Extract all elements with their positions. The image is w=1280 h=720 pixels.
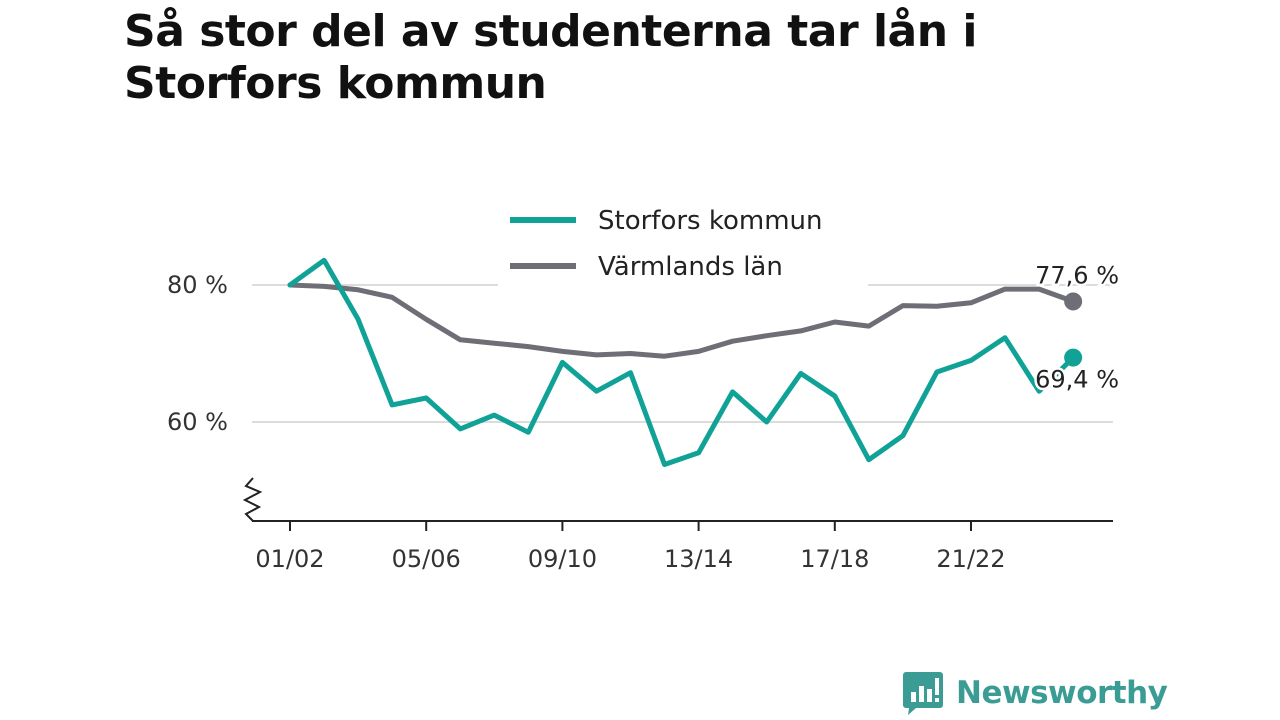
series-line-varmlands-lan xyxy=(287,282,1076,359)
legend-label: Värmlands län xyxy=(598,252,783,282)
x-tick-label: 21/22 xyxy=(936,545,1005,573)
end-label-varmlands-lan: 77,6 % xyxy=(1035,261,1119,289)
brand-name: Newsworthy xyxy=(956,675,1168,711)
end-label-storfors-kommun: 69,4 % xyxy=(1035,366,1119,394)
x-tick-label: 05/06 xyxy=(392,545,461,573)
x-tick-label: 09/10 xyxy=(528,545,597,573)
legend: Storfors kommun Värmlands län xyxy=(498,196,868,286)
y-tick-label: 60 % xyxy=(167,408,228,436)
x-axis: 01/02 05/06 09/10 13/14 17/18 21/22 xyxy=(242,477,1113,573)
series-lines xyxy=(287,257,1083,467)
y-axis-break xyxy=(242,477,263,522)
x-tick-label: 17/18 xyxy=(800,545,869,573)
series-line-storfors-kommun xyxy=(287,257,1076,467)
end-point-varmlands-lan xyxy=(1064,292,1083,311)
legend-label: Storfors kommun xyxy=(598,206,823,236)
x-tick-label: 01/02 xyxy=(255,545,324,573)
newsworthy-logo-icon xyxy=(903,672,943,715)
end-labels: 77,6 % 69,4 % xyxy=(1033,259,1122,396)
gridlines: 60 % 80 % xyxy=(167,271,1113,436)
legend-background xyxy=(498,196,868,286)
end-point-storfors-kommun xyxy=(1064,348,1083,367)
chart-title: Så stor del av studenterna tar lån i Sto… xyxy=(124,6,977,109)
newsworthy-brand: Newsworthy xyxy=(902,670,1168,716)
y-tick-label: 80 % xyxy=(167,271,228,299)
x-tick-label: 13/14 xyxy=(664,545,733,573)
